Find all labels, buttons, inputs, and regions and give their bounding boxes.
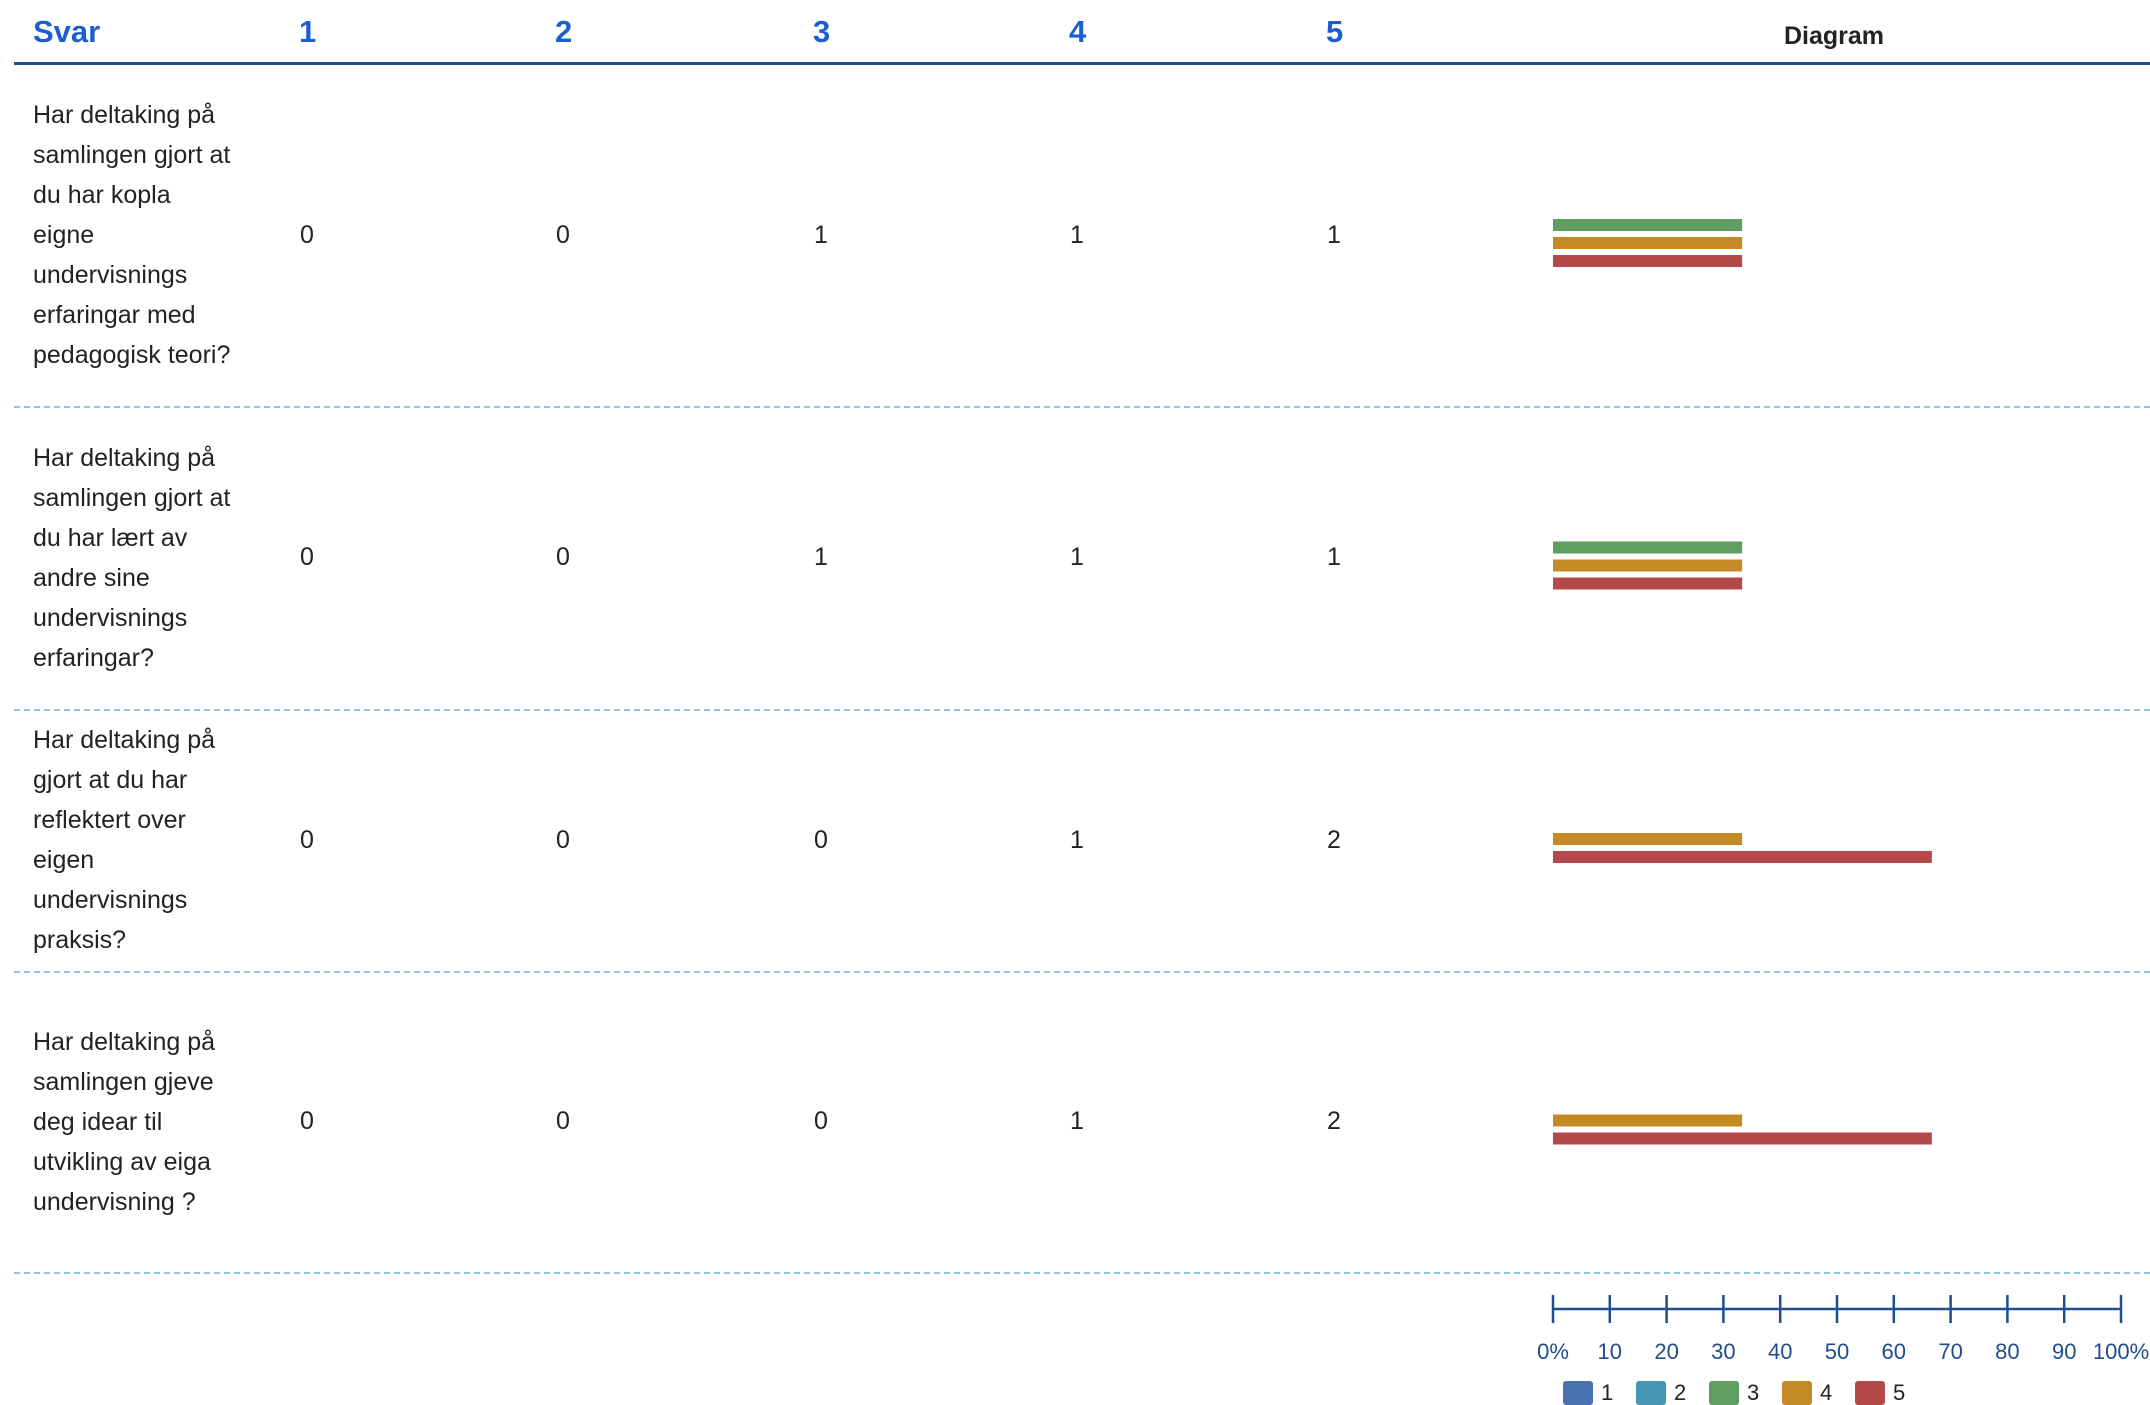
count: 0 bbox=[300, 1107, 314, 1135]
count: 0 bbox=[300, 220, 314, 249]
count: 0 bbox=[300, 825, 314, 854]
x-tick-label: 60 bbox=[1882, 1339, 1906, 1364]
count: 1 bbox=[1070, 543, 1084, 571]
bar bbox=[1553, 237, 1743, 249]
count: 1 bbox=[1327, 220, 1341, 249]
bar bbox=[1553, 1114, 1743, 1127]
count: 1 bbox=[814, 220, 828, 249]
bar bbox=[1553, 851, 1932, 863]
header-cell: Svar bbox=[33, 14, 101, 49]
header-cell: 2 bbox=[555, 14, 573, 49]
count: 1 bbox=[1070, 220, 1084, 249]
count: 0 bbox=[814, 1107, 828, 1135]
question: Har deltaking på gjort at du har reflekt… bbox=[33, 726, 216, 954]
x-tick-label: 70 bbox=[1938, 1339, 1962, 1364]
header-cell: 1 bbox=[299, 14, 317, 49]
count: 0 bbox=[556, 543, 570, 571]
legend-swatch bbox=[1563, 1381, 1593, 1405]
count: 1 bbox=[1070, 825, 1084, 854]
count: 0 bbox=[556, 220, 570, 249]
count: 0 bbox=[814, 825, 828, 854]
legend-swatch bbox=[1636, 1381, 1666, 1405]
x-tick-label: 10 bbox=[1598, 1339, 1622, 1364]
count: 0 bbox=[556, 825, 570, 854]
row-separator bbox=[14, 971, 2150, 973]
question: Har deltaking på samlingen gjort at du h… bbox=[33, 443, 231, 672]
count: 0 bbox=[556, 1107, 570, 1135]
x-tick-label: 80 bbox=[1995, 1339, 2019, 1364]
count: 2 bbox=[1327, 1107, 1341, 1135]
row-separator bbox=[14, 709, 2150, 711]
count: 0 bbox=[300, 543, 314, 571]
legend-label: 2 bbox=[1674, 1380, 1686, 1405]
header-cell: 4 bbox=[1069, 14, 1087, 49]
x-tick-label: 90 bbox=[2052, 1339, 2076, 1364]
bar bbox=[1553, 255, 1743, 267]
x-tick-label: 20 bbox=[1654, 1339, 1678, 1364]
legend-swatch bbox=[1855, 1381, 1885, 1405]
bar bbox=[1553, 833, 1743, 845]
x-tick-label: 40 bbox=[1768, 1339, 1792, 1364]
bar bbox=[1553, 559, 1743, 572]
header-cell: Diagram bbox=[1783, 22, 1885, 50]
count: 2 bbox=[1327, 825, 1341, 854]
bar bbox=[1553, 541, 1743, 554]
bar bbox=[1553, 219, 1743, 231]
legend-label: 1 bbox=[1601, 1380, 1613, 1405]
x-tick-label: 0% bbox=[1537, 1339, 1569, 1364]
x-tick-label: 30 bbox=[1711, 1339, 1735, 1364]
row-separator bbox=[14, 406, 2150, 408]
legend-swatch bbox=[1782, 1381, 1812, 1405]
count: 1 bbox=[1327, 543, 1341, 571]
bar bbox=[1553, 577, 1743, 590]
header-cell: 3 bbox=[813, 14, 831, 49]
question: Har deltaking på samlingen gjeve deg ide… bbox=[33, 1027, 216, 1216]
legend-label: 5 bbox=[1893, 1380, 1905, 1405]
legend-swatch bbox=[1709, 1381, 1739, 1405]
legend-label: 3 bbox=[1747, 1380, 1759, 1405]
bar bbox=[1553, 1132, 1932, 1145]
row-separator bbox=[14, 1272, 2150, 1274]
count: 1 bbox=[814, 543, 828, 571]
legend-label: 4 bbox=[1820, 1380, 1832, 1405]
x-tick-label: 100% bbox=[2093, 1339, 2149, 1364]
header-cell: 5 bbox=[1326, 14, 1344, 49]
x-tick-label: 50 bbox=[1825, 1339, 1849, 1364]
header-rule bbox=[14, 62, 2150, 65]
count: 1 bbox=[1070, 1107, 1084, 1135]
question: Har deltaking på samlingen gjort at du h… bbox=[33, 101, 231, 369]
